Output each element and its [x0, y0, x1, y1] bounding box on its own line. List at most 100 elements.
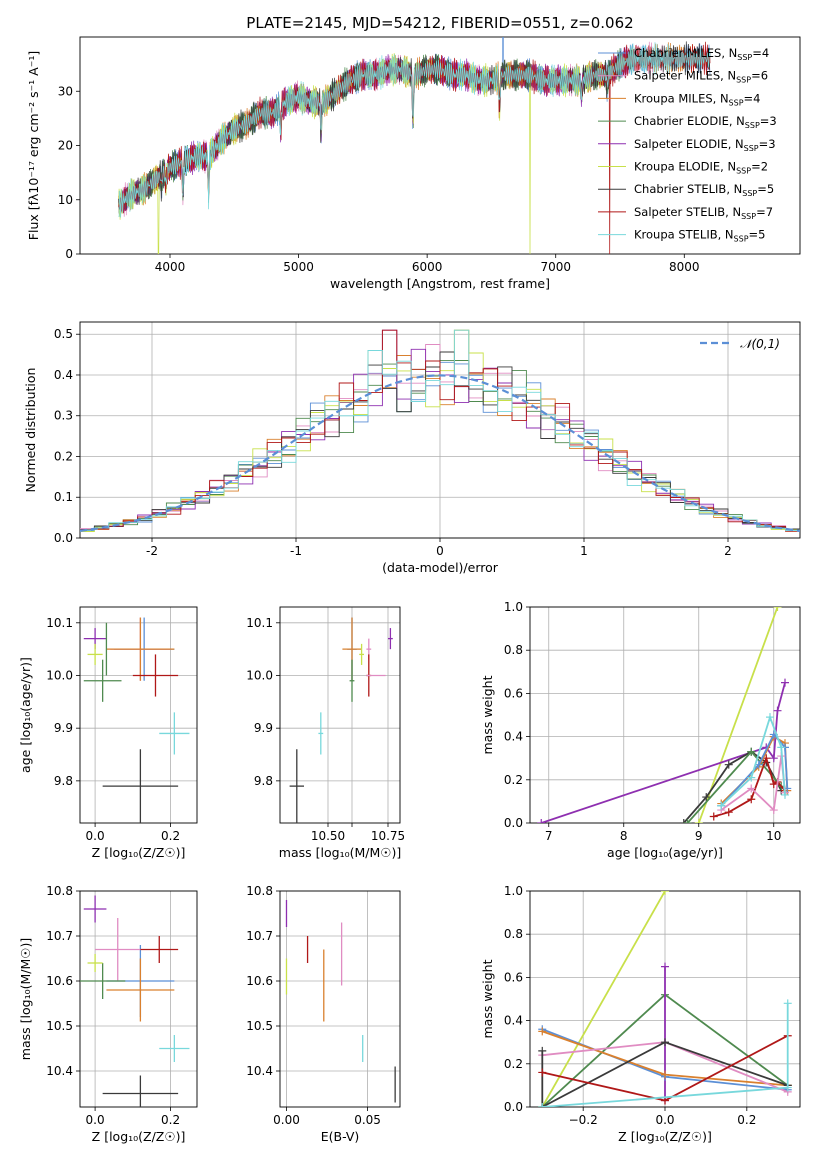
errorbar-point — [159, 1035, 190, 1062]
plus-marker — [661, 962, 669, 971]
y-tick-label: 0.8 — [504, 927, 523, 941]
y-tick-label: 9.8 — [254, 774, 273, 788]
x-axis-label: E(B-V) — [321, 1129, 360, 1144]
y-tick-label: 0.0 — [54, 531, 73, 545]
errorbar-point — [159, 712, 190, 755]
y-tick-label: 0.5 — [54, 327, 73, 341]
age_vs_mass-points — [289, 617, 393, 823]
plus-marker — [717, 801, 726, 810]
y-tick-label: 0.3 — [54, 409, 73, 423]
axes-frame — [79, 606, 198, 824]
x-tick-label: 8000 — [669, 260, 700, 274]
spectrum-axes: 4000 5000 6000 7000 8000 0 10 20 30 wavelength [A… — [26, 36, 801, 291]
y-tick-label: 10.8 — [246, 884, 273, 898]
axes-frame — [79, 36, 801, 255]
errorbar-point — [140, 936, 179, 963]
errorbar-point — [95, 918, 141, 981]
errorbar-point — [87, 643, 103, 665]
y-tick-label: 9.9 — [254, 721, 273, 735]
legend-entry: Chabrier STELIB, NSSP=5 — [634, 182, 774, 198]
plus-marker — [769, 806, 778, 815]
errorbar-point — [87, 954, 103, 972]
plus-marker — [769, 754, 778, 763]
x-axis-label: Z [log₁₀(Z/Z☉)] — [92, 845, 186, 860]
y-tick-label: 10.5 — [46, 1019, 73, 1033]
y-tick-label: 10.6 — [246, 974, 273, 988]
weight_vs_age-series — [537, 607, 792, 823]
x-tick-label: −0.2 — [569, 1113, 598, 1127]
age_vs_mass-axes: 10.50 10.75 9.8 9.9 10.0 10.1 mass [log₁₀(M/M☉… — [246, 606, 405, 860]
plus-marker — [724, 808, 733, 817]
plus-marker — [661, 891, 669, 895]
plus-marker — [783, 1083, 792, 1092]
plus-marker — [766, 713, 774, 722]
plus-marker — [537, 819, 546, 823]
y-tick-label: 0.0 — [504, 816, 523, 830]
x-tick-label: 10.50 — [311, 829, 345, 843]
weight-line-chabrier-stelib — [541, 1041, 788, 1107]
age_vs_Z-axes: 0.0 0.2 9.8 9.9 10.0 10.1 Z [log₁₀(Z/Z☉)] age [… — [18, 606, 198, 860]
x-tick-label: 0.0 — [86, 829, 105, 843]
errorbar-point — [102, 1075, 179, 1107]
y-tick-label: 20 — [58, 139, 73, 153]
x-tick-label: 8 — [620, 829, 628, 843]
x-tick-label: 1 — [580, 544, 588, 558]
y-tick-label: 10.5 — [246, 1019, 273, 1033]
errorbar-point — [388, 628, 393, 650]
y-tick-label: 0.4 — [54, 368, 73, 382]
y-tick-label: 0.0 — [504, 1100, 523, 1114]
legend-entry: Salpeter MILES, NSSP=6 — [634, 69, 768, 85]
y-tick-label: 10.7 — [46, 929, 73, 943]
plus-marker — [538, 1046, 547, 1055]
errorbar-point — [349, 659, 355, 702]
mass_vs_Z-points — [80, 895, 190, 1107]
y-tick-label: 10.1 — [246, 616, 273, 630]
plus-marker — [538, 1103, 547, 1107]
y-tick-label: 0 — [65, 247, 73, 261]
errorbar-point — [102, 749, 179, 823]
x-tick-label: 0.0 — [655, 1113, 674, 1127]
y-tick-label: 10.7 — [246, 929, 273, 943]
x-tick-label: -1 — [290, 544, 302, 558]
weight_vs_age-axes: 7 8 9 10 0.0 0.2 0.4 0.6 0.8 1.0 age [log₁₀(age/yr… — [480, 600, 801, 860]
weight_vs_Z-series — [538, 891, 792, 1107]
y-tick-label: 10.0 — [46, 668, 73, 682]
axes-frame — [79, 890, 198, 1108]
plus-marker — [702, 793, 711, 802]
plus-marker — [709, 812, 718, 821]
x-tick-label: 4000 — [155, 260, 186, 274]
figure-title: PLATE=2145, MJD=54212, FIBERID=0551, z=0… — [246, 14, 633, 32]
mass_vs_Z-axes: 0.0 0.2 10.4 10.5 10.6 10.7 10.8 Z [log₁₀(Z/Z☉)… — [18, 884, 198, 1144]
y-tick-label: 10.6 — [46, 974, 73, 988]
y-tick-label: 1.0 — [504, 884, 523, 898]
axes-frame — [279, 890, 401, 1108]
y-axis-label: mass weight — [480, 675, 495, 754]
plus-marker — [747, 747, 756, 756]
plus-marker — [724, 760, 733, 769]
histogram-kroupa-stelib — [80, 329, 800, 531]
errorbar-point — [289, 749, 304, 823]
x-axis-label: age [log₁₀(age/yr)] — [607, 845, 723, 860]
x-tick-label: 6000 — [412, 260, 443, 274]
age_vs_Z-points — [83, 617, 190, 823]
legend-entry: Kroupa ELODIE, NSSP=2 — [634, 160, 768, 176]
y-tick-label: 10.0 — [246, 668, 273, 682]
plus-marker — [781, 790, 789, 799]
x-axis-label: wavelength [Angstrom, rest frame] — [330, 276, 550, 291]
errorbar-point — [106, 617, 175, 681]
weight_vs_Z-axes: −0.2 0.0 0.2 0.0 0.2 0.4 0.6 0.8 1.0 Z [log₁₀(Z/Z… — [480, 884, 801, 1144]
histogram-series — [80, 329, 800, 532]
x-axis-label: Z [log₁₀(Z/Z☉)] — [618, 1129, 712, 1144]
y-tick-label: 9.8 — [54, 774, 73, 788]
x-tick-label: 0 — [436, 544, 444, 558]
y-axis-label: Normed distribution — [23, 368, 38, 493]
plus-marker — [661, 1038, 669, 1047]
y-tick-label: 0.4 — [504, 730, 523, 744]
y-tick-label: 0.4 — [504, 1014, 523, 1028]
x-tick-label: 0.2 — [161, 829, 180, 843]
plus-marker — [694, 819, 703, 823]
y-tick-label: 30 — [58, 84, 73, 98]
weight-line-kroupa-elodie — [697, 607, 779, 823]
legend-entry: Chabrier ELODIE, NSSP=3 — [634, 114, 777, 130]
